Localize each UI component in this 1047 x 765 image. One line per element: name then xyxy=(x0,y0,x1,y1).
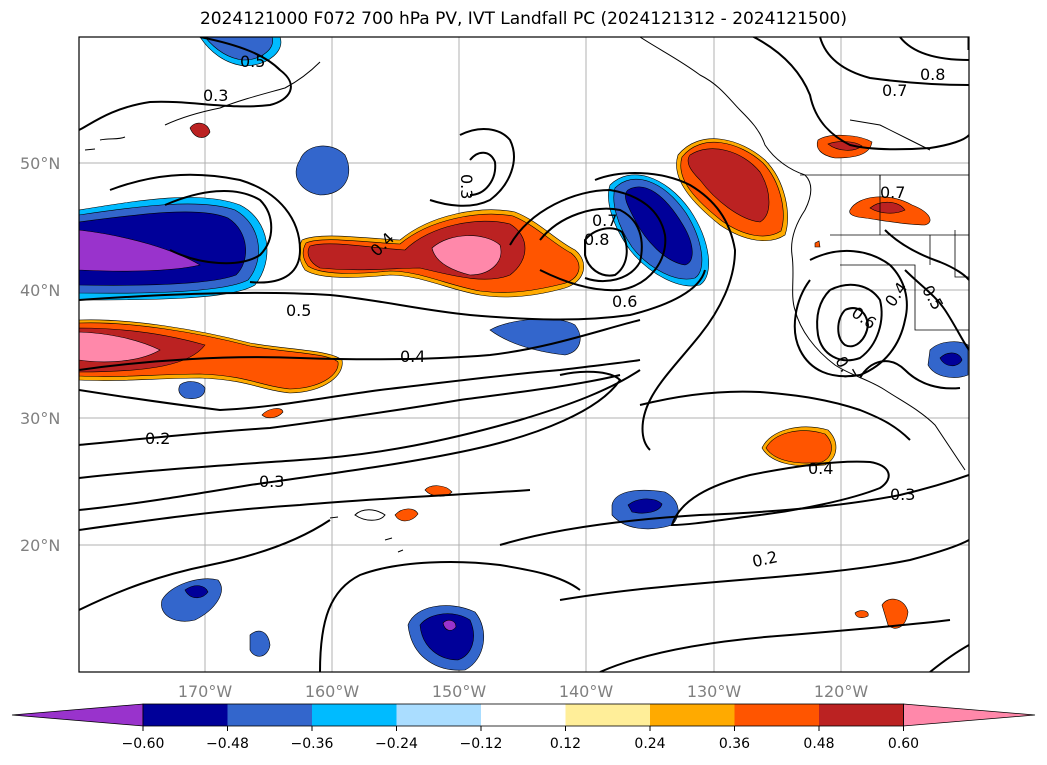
lon-label: 130°W xyxy=(687,682,742,701)
contour-label: 0.2 xyxy=(145,429,170,448)
lon-label: 170°W xyxy=(178,682,233,701)
contour-label: 0.4 xyxy=(808,459,833,478)
latitude-axis: 50°N 40°N 30°N 20°N xyxy=(20,154,60,555)
colorbar-tick-label: −0.24 xyxy=(375,736,418,752)
lon-label: 140°W xyxy=(559,682,614,701)
contour-label: 0.3 xyxy=(203,86,228,105)
colorbar-tick-label: −0.12 xyxy=(460,736,503,752)
contour-label: 0.5 xyxy=(286,301,311,320)
colorbar-swatch xyxy=(734,704,820,726)
colorbar-frame xyxy=(142,703,904,727)
colorbar-swatch xyxy=(396,704,482,726)
contour-label: 0.6 xyxy=(612,292,637,311)
map-title: 2024121000 F072 700 hPa PV, IVT Landfall… xyxy=(199,9,847,29)
political-borders xyxy=(800,174,969,331)
colorbar-swatch xyxy=(565,704,651,726)
pv-contours xyxy=(79,37,969,672)
colorbar-swatch xyxy=(227,704,313,726)
colorbar-tick-label: −0.36 xyxy=(291,736,334,752)
contour-label: 0.5 xyxy=(240,52,265,71)
colorbar-extend-min xyxy=(11,703,144,727)
lon-label: 120°W xyxy=(814,682,869,701)
longitude-axis: 170°W 160°W 150°W 140°W 130°W 120°W xyxy=(178,682,869,701)
colorbar-tick-label: −0.48 xyxy=(206,736,249,752)
colorbar-tick-label: 0.12 xyxy=(550,736,581,752)
colorbar-ticks: −0.60 −0.48 −0.36 −0.24 −0.12 0.12 0.24 0.36 0.4… xyxy=(122,726,919,752)
colorbar-tick-label: 0.48 xyxy=(803,736,834,752)
colorbar-swatch xyxy=(312,704,397,726)
negative-pv-areas xyxy=(79,37,969,671)
contour-label: 0.3 xyxy=(457,174,476,199)
colorbar-swatch xyxy=(143,704,228,726)
colorbar-swatches xyxy=(11,703,1036,727)
colorbar-swatch xyxy=(481,704,566,726)
contour-label: 0.8 xyxy=(920,65,945,84)
lat-label: 40°N xyxy=(20,281,60,300)
lon-label: 160°W xyxy=(305,682,360,701)
colorbar-extend-max xyxy=(903,703,1036,727)
lat-label: 30°N xyxy=(20,409,60,428)
colorbar-tick-label: 0.24 xyxy=(634,736,665,752)
contour-label: 0.4 xyxy=(400,347,425,366)
plot-frame xyxy=(78,36,970,673)
colorbar-tick-label: 0.60 xyxy=(888,736,919,752)
positive-pv-areas xyxy=(79,122,931,629)
colorbar-tick-label: 0.36 xyxy=(719,736,750,752)
contour-label: 0.2 xyxy=(750,547,779,571)
colorbar-swatch xyxy=(650,704,735,726)
colorbar-tick-label: −0.60 xyxy=(122,736,165,752)
contour-label: 0.8 xyxy=(584,230,609,249)
lon-label: 150°W xyxy=(432,682,487,701)
contour-label: 0.3 xyxy=(259,472,284,491)
contour-label: 0.3 xyxy=(890,485,915,504)
colorbar-swatch xyxy=(819,704,904,726)
lat-label: 50°N xyxy=(20,154,60,173)
contour-label: 0.7 xyxy=(882,81,907,100)
contour-label: 0.7 xyxy=(592,211,617,230)
colorbar: −0.60 −0.48 −0.36 −0.24 −0.12 0.12 0.24 0.36 0.4… xyxy=(11,703,1036,752)
lat-label: 20°N xyxy=(20,536,60,555)
contour-label: 0.7 xyxy=(880,183,905,202)
